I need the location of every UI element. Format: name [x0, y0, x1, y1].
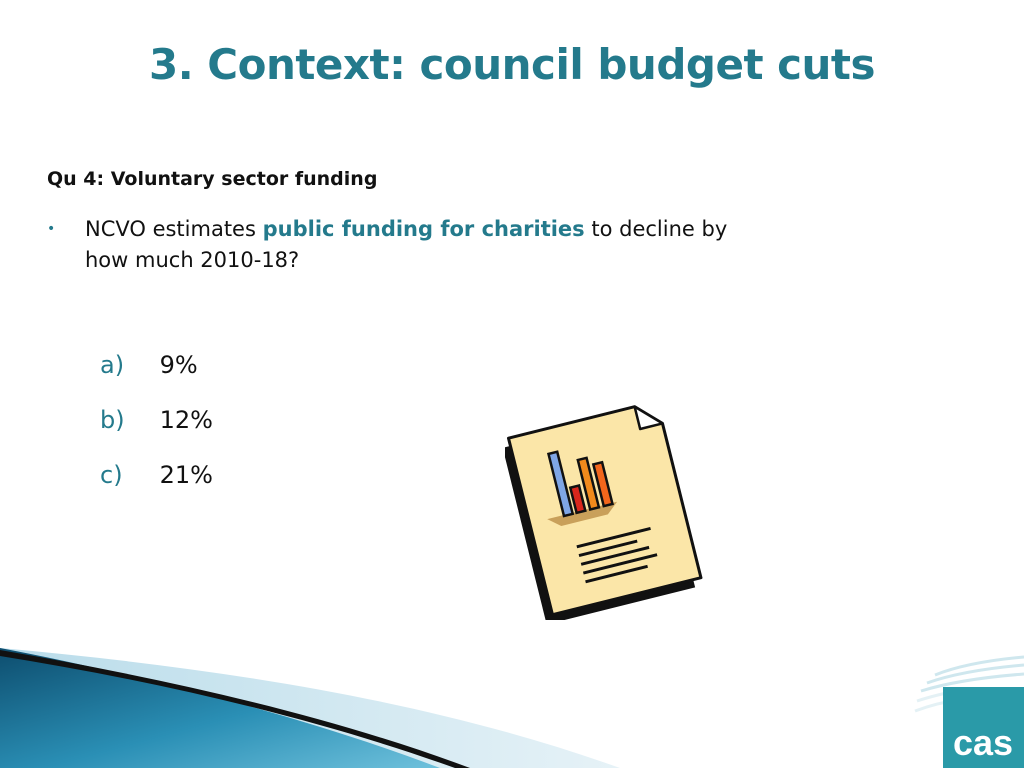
- option-letter: b): [100, 406, 125, 434]
- option-text: 9%: [159, 351, 198, 379]
- bullet-highlight: public funding for charities: [262, 217, 585, 241]
- option-c: c) 21%: [100, 455, 213, 510]
- logo-text: cas: [953, 722, 1013, 763]
- cas-logo: cas: [914, 655, 1024, 768]
- chart-document-icon: [505, 405, 703, 620]
- option-letter: c): [100, 461, 123, 489]
- bullet-text: NCVO estimates public funding for charit…: [85, 214, 775, 276]
- bullet-text-after: to decline by how much 2010-18?: [85, 217, 728, 272]
- option-text: 21%: [159, 461, 213, 489]
- slide-title: 3. Context: council budget cuts: [148, 40, 876, 89]
- option-letter: a): [100, 351, 125, 379]
- option-a: a) 9%: [100, 345, 213, 400]
- bullet-text-before: NCVO estimates: [85, 217, 263, 241]
- question-heading: Qu 4: Voluntary sector funding: [47, 168, 378, 190]
- option-b: b) 12%: [100, 400, 213, 455]
- option-text: 12%: [159, 406, 213, 434]
- answer-options: a) 9% b) 12% c) 21%: [100, 345, 213, 510]
- bullet-marker: •: [47, 221, 56, 237]
